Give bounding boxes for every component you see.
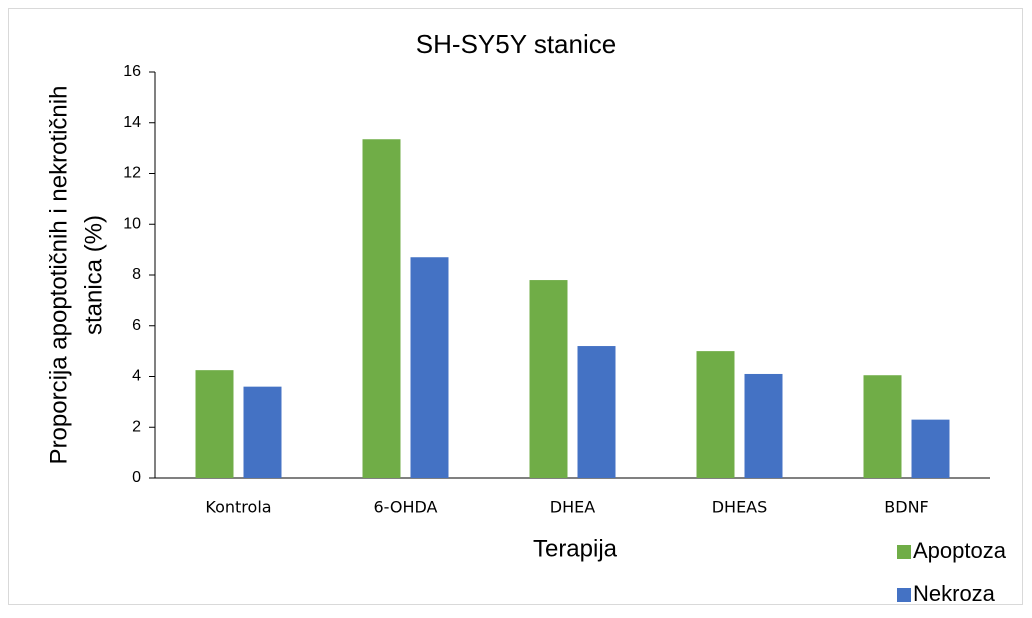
- x-tick-label: DHEA: [550, 498, 595, 517]
- y-tick-label: 4: [132, 368, 141, 385]
- y-tick-label: 2: [132, 418, 141, 435]
- x-tick-label: BDNF: [884, 498, 928, 517]
- y-tick-label: 6: [132, 317, 141, 334]
- bar: [744, 373, 783, 478]
- y-tick-label: 10: [123, 215, 141, 232]
- y-axis-label: Proporcija apoptotičnih i nekrotičnih: [45, 86, 72, 465]
- y-axis-label: stanica (%): [80, 215, 107, 335]
- bar: [577, 346, 616, 478]
- legend-swatch: [897, 545, 911, 559]
- x-tick-label: Kontrola: [205, 498, 271, 517]
- bar: [696, 351, 735, 478]
- bar: [362, 139, 401, 478]
- y-tick-label: 12: [123, 165, 141, 182]
- bar: [243, 386, 282, 478]
- y-tick-label: 0: [132, 469, 141, 486]
- chart-title: SH-SY5Y stanice: [416, 29, 616, 59]
- x-axis-label: Terapija: [533, 535, 618, 562]
- y-tick-label: 8: [132, 266, 141, 283]
- legend-swatch: [897, 588, 911, 602]
- x-tick-label: 6-OHDA: [373, 498, 437, 517]
- bar: [863, 375, 902, 478]
- legend-label: Nekroza: [913, 581, 996, 606]
- bar: [911, 419, 950, 478]
- bar: [410, 257, 449, 478]
- y-tick-label: 14: [123, 114, 141, 131]
- chart-frame: [8, 8, 1023, 605]
- bar: [529, 280, 568, 478]
- x-tick-label: DHEAS: [712, 498, 768, 517]
- legend-label: Apoptoza: [913, 538, 1007, 563]
- bar: [195, 370, 234, 478]
- y-tick-label: 16: [123, 63, 141, 80]
